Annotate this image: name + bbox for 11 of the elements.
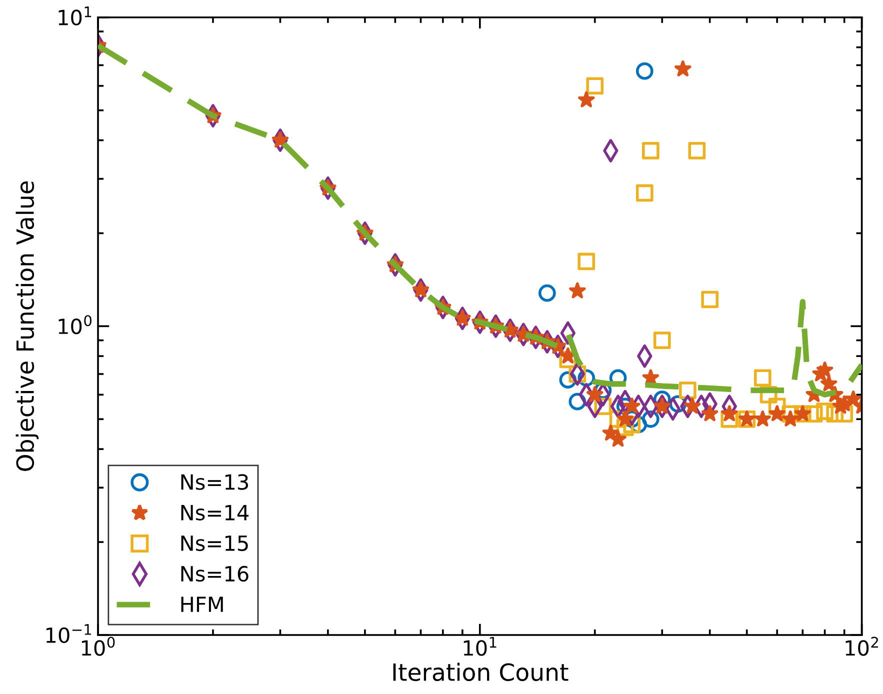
legend-label: Ns=13	[181, 474, 248, 490]
x-tick-label: 10$^{1}$	[464, 636, 496, 656]
y-tick-label: 10$^{1}$	[58, 6, 92, 26]
x-tick-label: 10$^{2}$	[846, 636, 878, 656]
legend-label: Ns=14	[181, 505, 248, 520]
y-tick-label: 10$^{0}$	[58, 315, 92, 334]
legend-label: Ns=16	[181, 566, 248, 582]
legend-label: HFM	[181, 596, 223, 612]
legend-label: Ns=15	[181, 536, 248, 552]
x-axis-title: Iteration Count	[393, 662, 568, 682]
y-axis-title: Objective Function Value	[16, 181, 39, 471]
